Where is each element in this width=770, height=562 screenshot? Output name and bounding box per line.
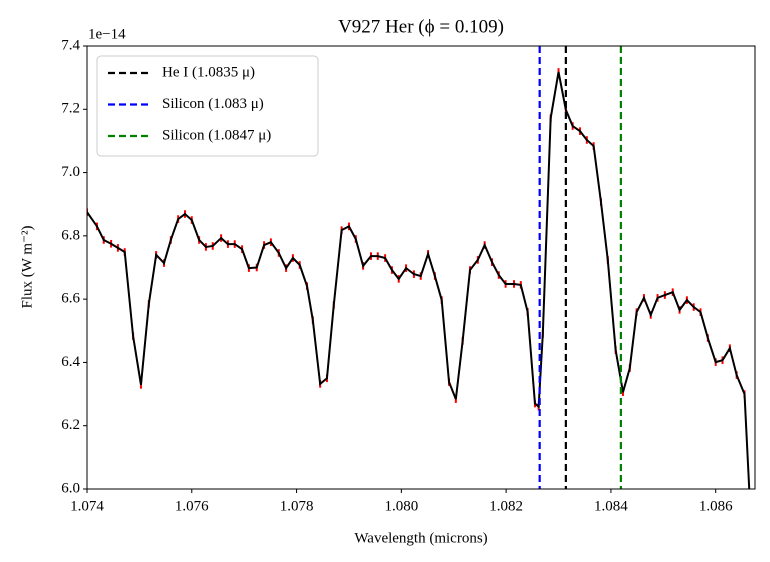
y-tick-label: 6.2 — [61, 417, 80, 433]
y-tick-label: 6.4 — [61, 354, 80, 370]
y-tick-label: 6.0 — [61, 480, 80, 496]
x-tick-label: 1.076 — [175, 498, 209, 514]
x-axis-label: Wavelength (microns) — [354, 530, 487, 546]
y-tick-label: 6.8 — [61, 227, 80, 243]
legend-label: Silicon (1.0847 μ) — [162, 127, 271, 143]
y-axis-label: Flux (W m⁻²) — [19, 226, 35, 309]
y-tick-label: 7.0 — [61, 164, 80, 180]
y-tick-label: 7.2 — [61, 101, 80, 117]
x-tick-label: 1.078 — [280, 498, 314, 514]
y-tick-label: 7.4 — [61, 37, 80, 53]
x-tick-label: 1.084 — [594, 498, 628, 514]
x-tick-label: 1.074 — [70, 498, 104, 514]
legend-label: Silicon (1.083 μ) — [162, 96, 264, 112]
legend-box — [96, 55, 319, 157]
x-tick-label: 1.086 — [699, 498, 733, 514]
legend-label: He I (1.0835 μ) — [162, 64, 255, 80]
y-tick-label: 6.6 — [61, 291, 80, 307]
chart-title: V927 Her (ϕ = 0.109) — [338, 16, 504, 37]
x-tick-label: 1.080 — [384, 498, 418, 514]
x-tick-label: 1.082 — [489, 498, 523, 514]
y-offset-label: 1e−14 — [88, 26, 126, 42]
plot-area — [87, 68, 751, 489]
axes-frame — [86, 45, 756, 490]
data-line — [87, 71, 751, 489]
